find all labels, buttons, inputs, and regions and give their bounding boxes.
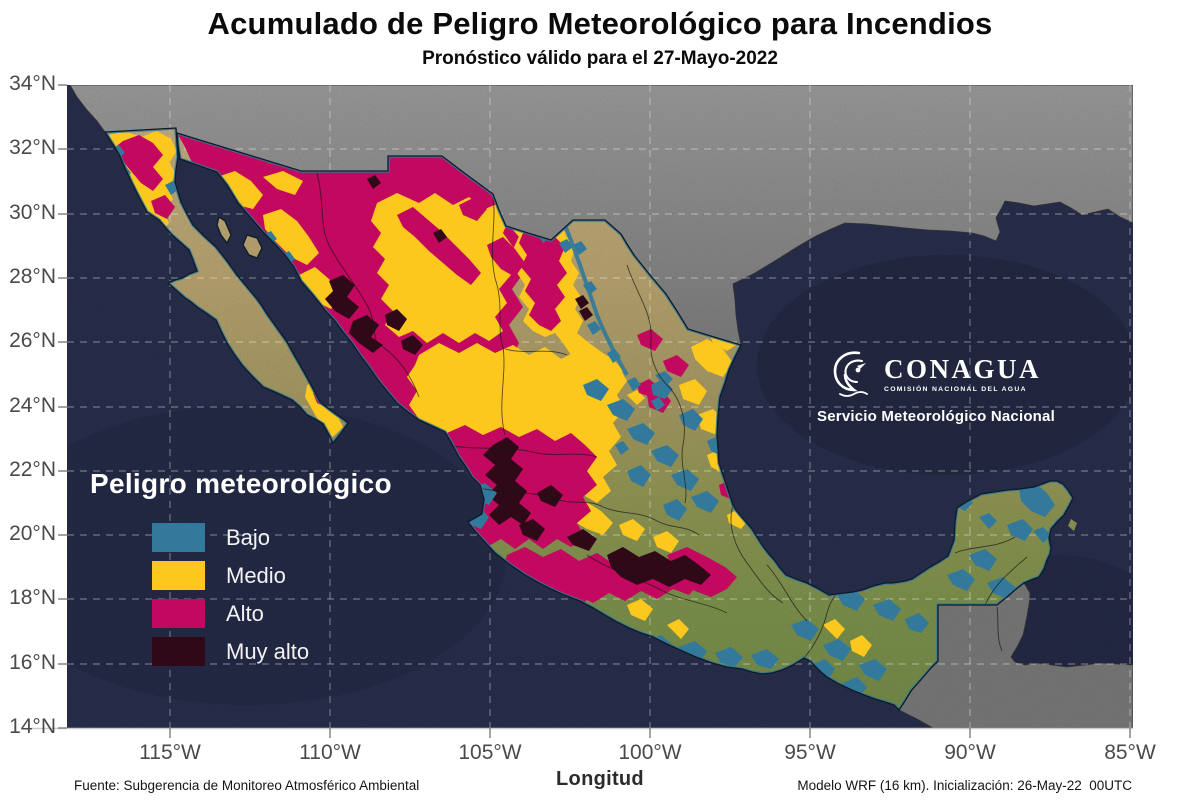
danger-zone-edge	[563, 224, 629, 376]
x-tick-label: 100°W	[618, 741, 682, 764]
y-tick-label: 24°N	[9, 394, 56, 417]
legend-swatch-muy-alto	[152, 637, 205, 666]
smn-label: Servicio Meteorológico Nacional	[817, 408, 1055, 425]
y-tick-label: 18°N	[9, 586, 56, 609]
legend-swatch-medio	[152, 561, 205, 590]
y-tick-label: 34°N	[9, 72, 56, 95]
legend-item-bajo: Bajo	[152, 523, 490, 552]
guatemala-belize-border	[996, 606, 1003, 652]
model-note: Modelo WRF (16 km). Inicialización: 26-M…	[797, 778, 1132, 793]
y-tick-label: 16°N	[9, 651, 56, 674]
state-boundaries	[316, 172, 1028, 659]
y-tick-label: 30°N	[9, 201, 56, 224]
legend-swatch-alto	[152, 599, 205, 628]
legend-item-medio: Medio	[152, 561, 490, 590]
source-note: Fuente: Subgerencia de Monitoreo Atmosfé…	[74, 778, 420, 793]
legend-swatch-bajo	[152, 523, 205, 552]
fire-danger-map	[67, 85, 1133, 728]
legend-title: Peligro meteorológico	[90, 468, 392, 499]
y-tick-label: 28°N	[9, 265, 56, 288]
legend-item-muy-alto: Muy alto	[152, 637, 490, 666]
coastline	[103, 127, 1074, 712]
x-tick-label: 115°W	[139, 741, 201, 764]
conagua-logo: CONAGUA COMISIÓN NACIONAL DEL AGUA Servi…	[796, 349, 1076, 425]
page-subtitle: Pronóstico válido para el 27-Mayo-2022	[422, 48, 778, 69]
y-tick-label: 14°N	[9, 715, 56, 738]
legend-item-alto: Alto	[152, 599, 490, 628]
conagua-tagline: COMISIÓN NACIONAL DEL AGUA	[884, 385, 1027, 393]
conagua-wordmark: CONAGUA	[884, 353, 1041, 384]
x-axis-title: Longitud	[556, 768, 644, 790]
x-tick-label: 95°W	[784, 741, 836, 764]
map-legend: Peligro meteorológico Bajo Medio Alto Mu…	[90, 468, 490, 666]
danger-muy-alto-layer	[325, 175, 711, 587]
x-tick-label: 110°W	[299, 741, 361, 764]
y-tick-label: 32°N	[9, 136, 56, 159]
x-tick-label: 105°W	[458, 741, 522, 764]
page-title: Acumulado de Peligro Meteorológico para …	[207, 6, 993, 41]
y-tick-label: 26°N	[9, 329, 56, 352]
x-tick-label: 85°W	[1104, 741, 1156, 764]
conagua-eagle-icon	[833, 351, 868, 397]
y-tick-label: 22°N	[9, 458, 56, 481]
y-tick-label: 20°N	[9, 522, 56, 545]
x-tick-label: 90°W	[944, 741, 996, 764]
